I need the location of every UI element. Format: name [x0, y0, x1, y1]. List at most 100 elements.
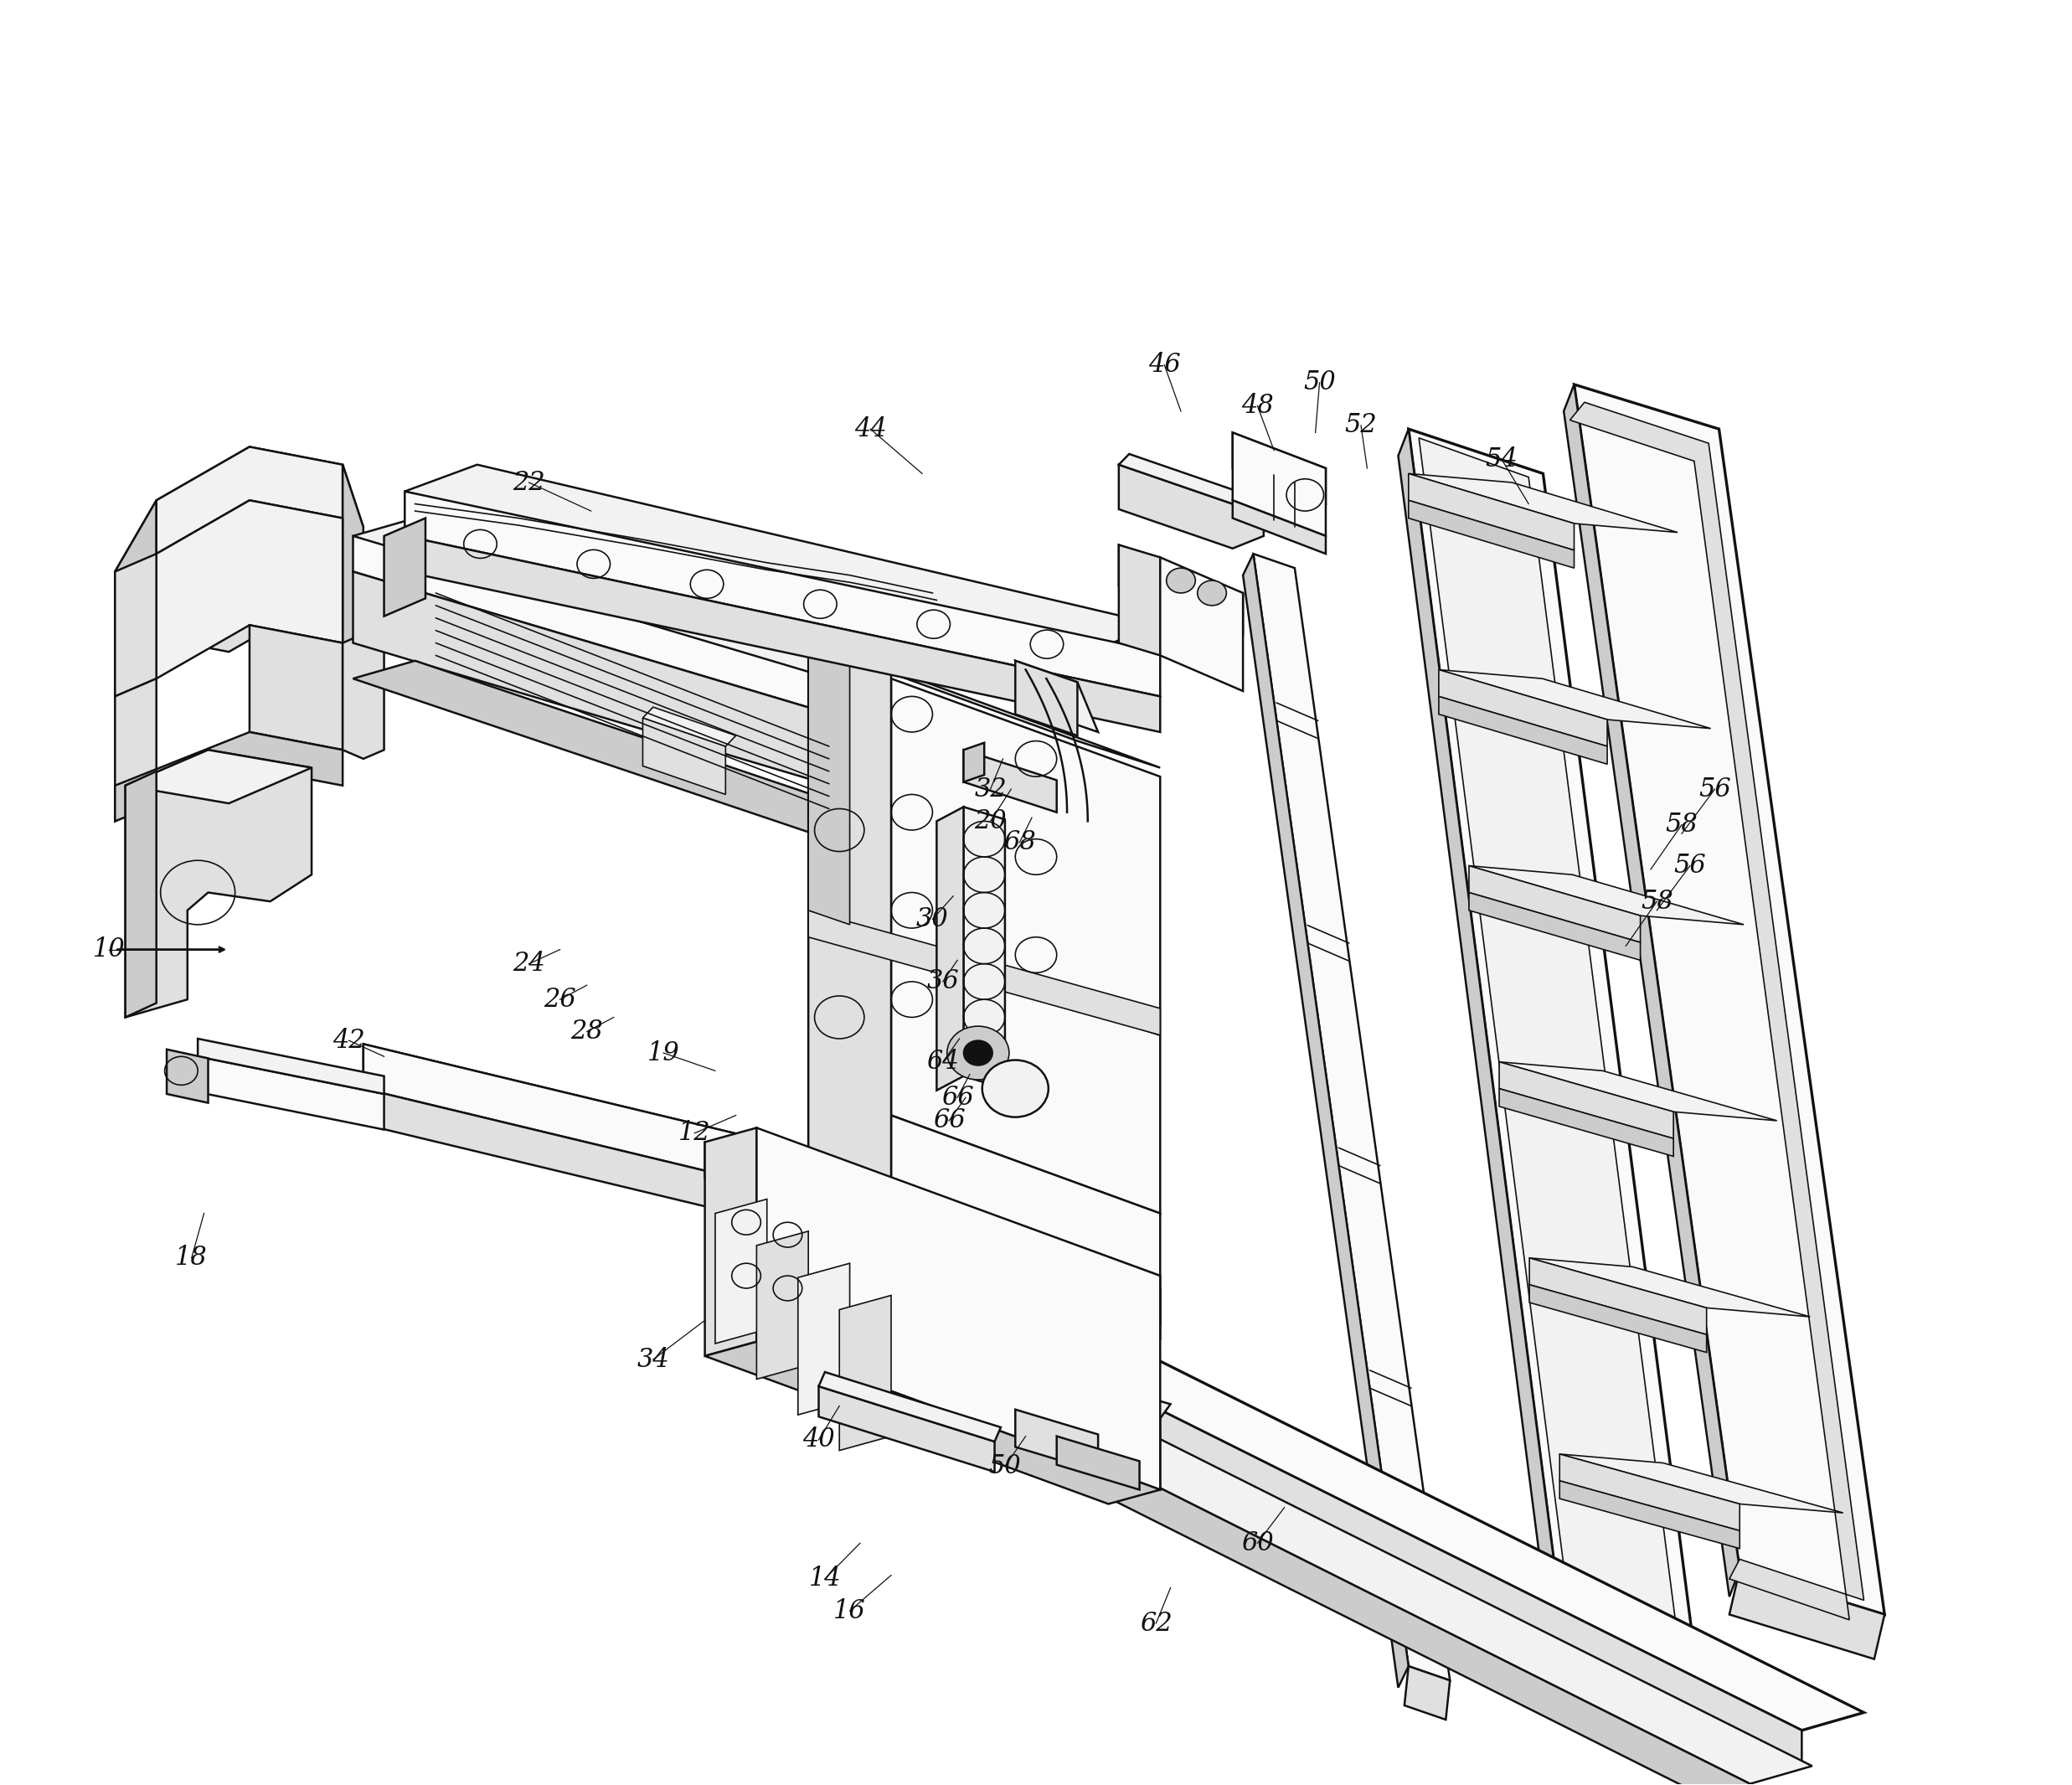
Polygon shape: [352, 535, 891, 732]
Text: 50: 50: [988, 1453, 1021, 1480]
Polygon shape: [352, 518, 891, 696]
Polygon shape: [808, 910, 891, 1178]
Polygon shape: [383, 518, 425, 616]
Polygon shape: [963, 750, 1057, 812]
Polygon shape: [197, 1039, 383, 1094]
Polygon shape: [756, 1232, 808, 1380]
Polygon shape: [352, 660, 891, 839]
Circle shape: [1167, 568, 1196, 593]
Polygon shape: [1399, 428, 1560, 1631]
Polygon shape: [1419, 437, 1678, 1637]
Polygon shape: [342, 634, 383, 759]
Polygon shape: [155, 446, 342, 553]
Polygon shape: [1057, 1437, 1140, 1490]
Polygon shape: [363, 1044, 808, 1196]
Polygon shape: [642, 718, 725, 794]
Text: 16: 16: [833, 1598, 866, 1624]
Polygon shape: [715, 1200, 767, 1344]
Polygon shape: [1088, 1357, 1865, 1730]
Polygon shape: [1036, 1383, 1160, 1490]
Polygon shape: [1560, 1455, 1740, 1532]
Polygon shape: [756, 1128, 1160, 1490]
Polygon shape: [1119, 453, 1274, 514]
Polygon shape: [1036, 1369, 1171, 1419]
Polygon shape: [1564, 384, 1740, 1596]
Polygon shape: [1057, 1437, 1751, 1785]
Polygon shape: [818, 1387, 995, 1473]
Polygon shape: [1015, 660, 1098, 732]
Text: 20: 20: [974, 809, 1007, 834]
Polygon shape: [114, 500, 155, 696]
Polygon shape: [704, 1128, 756, 1357]
Text: 54: 54: [1486, 446, 1519, 473]
Circle shape: [1198, 580, 1227, 605]
Polygon shape: [114, 553, 155, 696]
Text: 56: 56: [1699, 776, 1730, 801]
Polygon shape: [352, 571, 891, 803]
Polygon shape: [1500, 1062, 1778, 1121]
Text: 48: 48: [1241, 393, 1274, 419]
Polygon shape: [808, 910, 1160, 1035]
Polygon shape: [1409, 473, 1575, 550]
Polygon shape: [1469, 866, 1641, 942]
Polygon shape: [1409, 473, 1678, 532]
Polygon shape: [1015, 1410, 1098, 1473]
Polygon shape: [1529, 1258, 1707, 1335]
Polygon shape: [155, 500, 342, 678]
Polygon shape: [1409, 500, 1575, 568]
Polygon shape: [114, 732, 342, 821]
Text: 68: 68: [1003, 830, 1036, 855]
Text: 32: 32: [974, 776, 1007, 801]
Polygon shape: [249, 625, 342, 750]
Text: 42: 42: [334, 1028, 365, 1053]
Text: 58: 58: [1666, 812, 1697, 837]
Text: 44: 44: [854, 416, 887, 443]
Polygon shape: [1469, 866, 1745, 925]
Polygon shape: [342, 464, 363, 705]
Polygon shape: [124, 750, 311, 803]
Polygon shape: [1560, 1455, 1844, 1514]
Polygon shape: [404, 464, 1160, 652]
Polygon shape: [704, 1142, 1160, 1324]
Text: 56: 56: [1674, 853, 1705, 878]
Text: 64: 64: [926, 1050, 959, 1075]
Text: 24: 24: [512, 951, 545, 976]
Polygon shape: [891, 1116, 1160, 1339]
Polygon shape: [1233, 500, 1326, 553]
Text: 66: 66: [932, 1108, 966, 1133]
Text: 14: 14: [808, 1565, 841, 1592]
Text: 18: 18: [176, 1244, 207, 1271]
Text: 58: 58: [1641, 889, 1672, 914]
Polygon shape: [1500, 1062, 1674, 1139]
Polygon shape: [808, 643, 1160, 768]
Polygon shape: [798, 1264, 850, 1416]
Polygon shape: [1233, 432, 1326, 503]
Text: 50: 50: [1303, 369, 1336, 396]
Text: 40: 40: [802, 1426, 835, 1453]
Text: 62: 62: [1140, 1610, 1173, 1637]
Text: 10: 10: [93, 937, 124, 962]
Polygon shape: [808, 643, 850, 925]
Polygon shape: [1409, 428, 1695, 1649]
Polygon shape: [1160, 557, 1243, 691]
Polygon shape: [1469, 892, 1641, 960]
Polygon shape: [1119, 544, 1160, 655]
Polygon shape: [642, 707, 736, 746]
Polygon shape: [1529, 1285, 1707, 1353]
Text: 52: 52: [1345, 412, 1378, 439]
Polygon shape: [1119, 464, 1264, 548]
Polygon shape: [114, 446, 363, 652]
Polygon shape: [363, 1089, 808, 1232]
Polygon shape: [891, 678, 1160, 1214]
Polygon shape: [839, 1296, 891, 1451]
Polygon shape: [1438, 669, 1608, 746]
Polygon shape: [1560, 1482, 1740, 1549]
Polygon shape: [963, 807, 1005, 1089]
Polygon shape: [124, 771, 155, 1017]
Text: 36: 36: [926, 969, 959, 994]
Polygon shape: [1438, 669, 1711, 728]
Text: 28: 28: [570, 1019, 603, 1044]
Polygon shape: [1243, 553, 1409, 1687]
Text: 46: 46: [1148, 352, 1181, 378]
Text: 60: 60: [1241, 1530, 1274, 1557]
